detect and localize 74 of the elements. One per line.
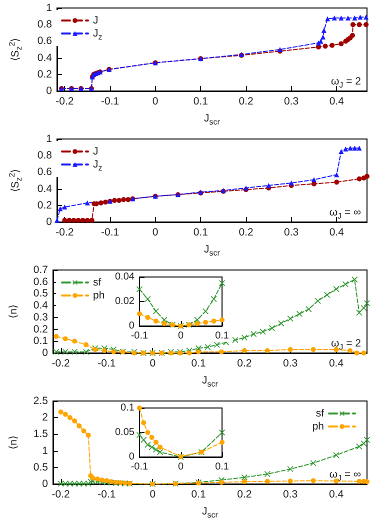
y-tick-label: 0.7 [33,264,48,276]
x-tick-label: 0 [150,488,156,500]
y-tick-label: 0.4 [37,52,52,64]
x-tick-label: -0.2 [56,226,74,238]
x-tick-label: 0.4 [328,358,344,370]
legend-label: sf [93,276,102,288]
x-tick-label: 0.3 [284,96,299,108]
y-axis-title: ⟨Sz2⟩ [8,38,24,62]
x-tick-label: 0.3 [283,488,298,500]
y-tick-label: 0.6 [37,35,52,48]
x-tick-label: 0 [178,330,184,342]
y-tick-label: 0.3 [33,311,48,324]
y-tick-label: 0.04 [114,272,135,282]
y-tick-label: 0.4 [33,300,48,312]
y-tick-label: 0 [128,320,135,332]
legend-label: J [93,146,98,158]
y-tick-label: 1 [42,444,48,457]
legend-label: ph [312,420,324,432]
y-tick-label: 0.2 [37,199,52,212]
x-tick-label: 0.1 [191,358,206,370]
x-tick-label: 0.4 [329,96,344,108]
x-tick-label: -0.1 [130,462,149,472]
x-tick-label: -0.1 [100,226,120,238]
y-tick-label: 0.6 [37,166,52,178]
x-tick-label: 0.2 [238,96,254,108]
y-tick-label: 0.2 [37,68,52,80]
x-tick-label: 0 [150,358,156,370]
legend-label: J [93,14,98,26]
x-tick-label: -0.1 [130,330,149,342]
x-tick-label: -0.1 [98,358,116,370]
x-tick-label: -0.1 [100,96,120,108]
x-tick-label: 0.4 [329,226,344,238]
x-tick-label: 0.1 [193,96,208,108]
x-tick-label: 0.1 [215,462,230,472]
y-tick-label: 0.4 [37,182,52,195]
legend-label: sf [316,408,324,420]
y-tick-label: 0 [46,216,52,228]
y-tick-label: 0 [128,452,135,462]
x-tick-label: -0.2 [52,488,70,500]
y-tick-label: 0 [42,347,48,359]
y-tick-label: 1.5 [33,428,48,440]
x-tick-label: -0.1 [98,488,116,500]
x-tick-label: 0 [152,226,158,238]
x-tick-label: 0.1 [191,488,206,500]
y-axis-title: ⟨n⟩ [8,436,20,450]
x-tick-label: -0.2 [52,358,70,370]
x-tick-label: 0 [178,462,184,472]
x-tick-label: 0.2 [238,226,254,238]
y-tick-label: 0.1 [120,402,135,414]
x-tick-label: 0.1 [193,226,208,238]
y-tick-label: 0.5 [33,461,48,474]
x-tick-label: 0 [152,96,158,108]
x-tick-label: 0.1 [215,330,230,342]
legend-label: ph [93,290,105,302]
y-axis-title: ⟨Sz2⟩ [8,168,24,192]
y-tick-label: 1 [46,133,52,145]
x-tick-label: 0.4 [328,488,344,500]
y-tick-label: 2 [42,412,48,424]
y-tick-label: 1 [46,2,52,14]
x-tick-label: -0.2 [56,96,74,108]
y-tick-label: 0.8 [37,150,52,162]
x-tick-label: 0.3 [283,358,298,370]
y-tick-label: 2.5 [33,395,48,407]
y-tick-label: 0.02 [114,296,135,307]
x-tick-label: 0.2 [237,488,252,500]
y-tick-label: 0.05 [114,427,135,438]
x-tick-label: 0.3 [284,226,299,238]
y-tick-label: 0 [42,478,48,490]
y-tick-label: 0.6 [33,276,48,288]
y-tick-label: 0 [46,85,52,97]
y-tick-label: 0.5 [33,288,48,300]
x-tick-label: 0.2 [237,358,252,370]
y-axis-title: ⟨n⟩ [8,304,20,318]
y-tick-label: 0.8 [37,18,52,31]
